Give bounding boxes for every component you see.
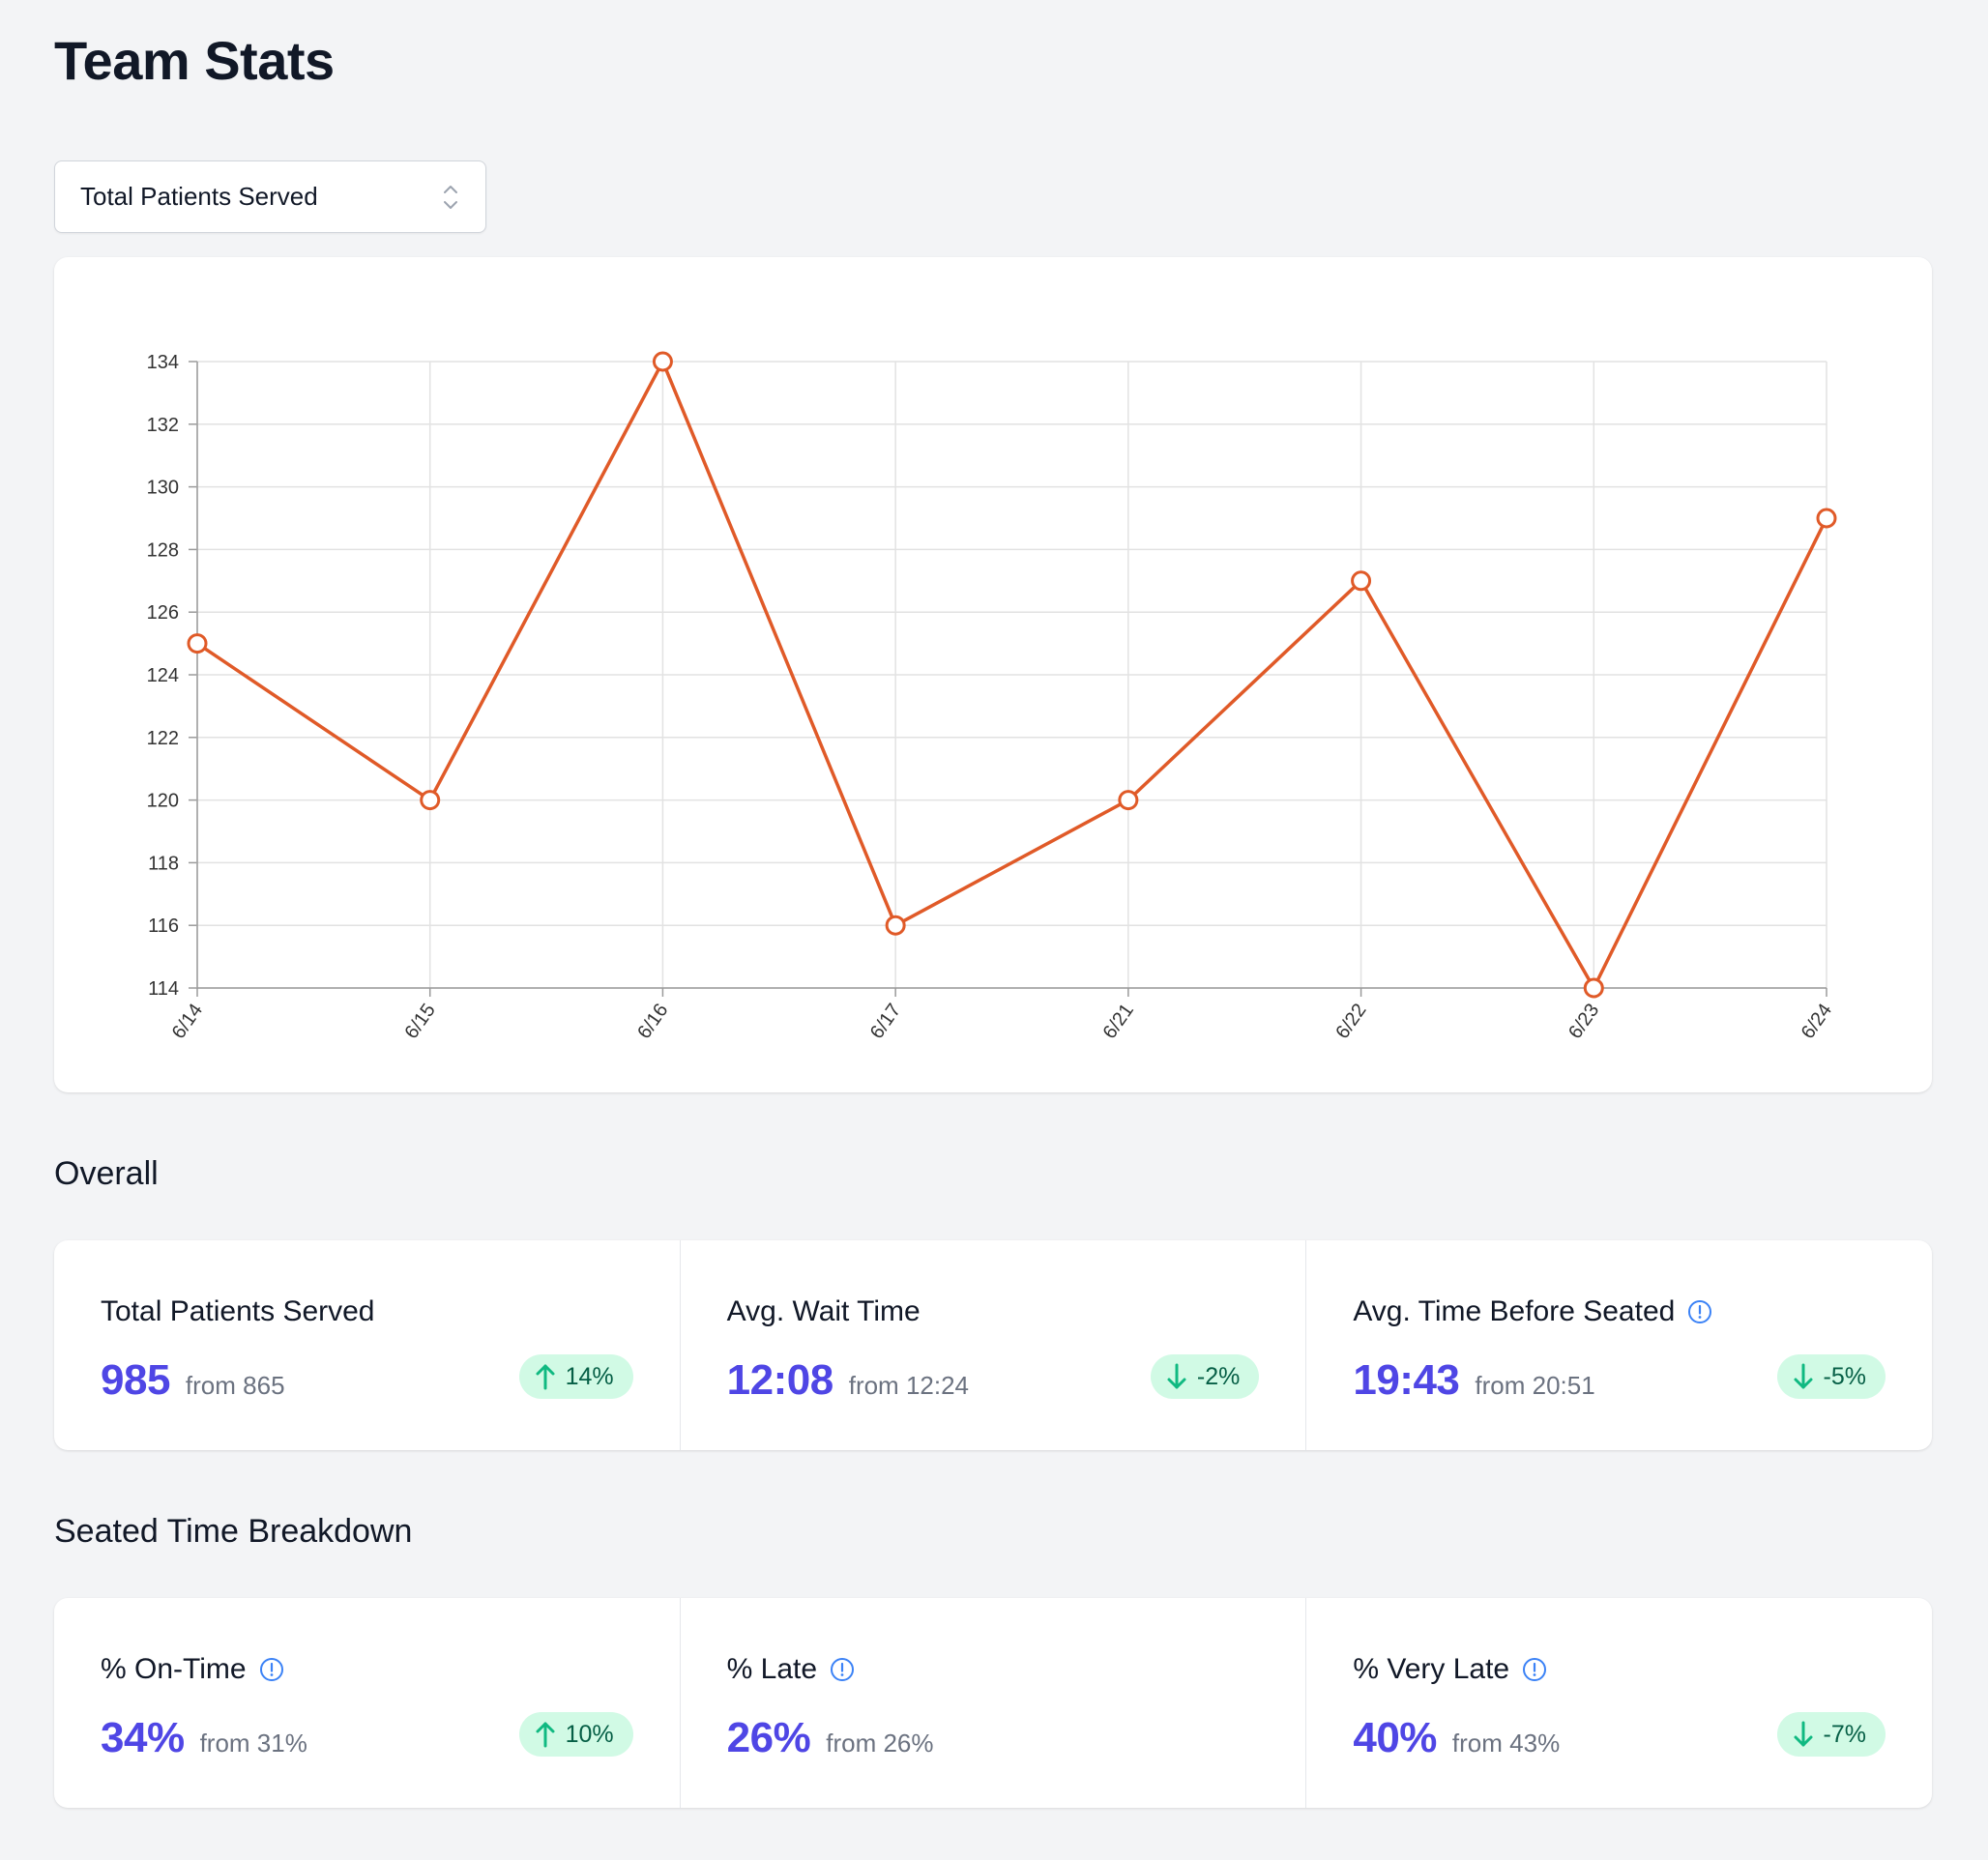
chevron-up-down-icon	[444, 185, 457, 209]
stat-label-row: Total Patients Served	[101, 1293, 633, 1331]
arrow-up-icon	[536, 1722, 555, 1748]
y-tick-label: 126	[147, 602, 179, 624]
y-tick-label: 118	[148, 853, 179, 874]
x-tick-label: 6/14	[168, 1000, 207, 1043]
change-badge: -2%	[1150, 1354, 1260, 1399]
y-tick-label: 114	[148, 978, 179, 1000]
x-tick-label: 6/22	[1331, 1000, 1370, 1043]
info-icon[interactable]	[1686, 1298, 1713, 1325]
x-tick-label: 6/24	[1798, 1000, 1836, 1043]
stat-label: % Very Late	[1353, 1653, 1510, 1685]
stat-previous-value: from 26%	[826, 1729, 934, 1758]
stat-total-patients-served: Total Patients Served 985 from 865 14%	[54, 1240, 680, 1450]
info-icon[interactable]	[1521, 1656, 1548, 1683]
arrow-down-icon	[1794, 1363, 1813, 1389]
x-tick-label: 6/17	[866, 1000, 905, 1043]
x-tick-label: 6/16	[633, 1000, 672, 1043]
info-icon[interactable]	[258, 1656, 285, 1683]
stat-avg-time-before-seated: Avg. Time Before Seated 19:43 from 20:51 -5…	[1305, 1240, 1932, 1450]
section-title-seated: Seated Time Breakdown	[54, 1513, 413, 1550]
y-tick-label: 130	[147, 478, 179, 499]
stat-value-row: 34% from 31%	[101, 1714, 633, 1762]
arrow-down-icon	[1794, 1721, 1813, 1747]
stat-avg-wait-time: Avg. Wait Time 12:08 from 12:24 -2%	[679, 1240, 1306, 1450]
stat-label-row: % Very Late	[1353, 1650, 1886, 1689]
data-point	[187, 633, 208, 654]
y-tick-label: 124	[147, 665, 179, 686]
change-badge: 14%	[518, 1354, 633, 1399]
stat-previous-value: from 20:51	[1475, 1371, 1595, 1400]
stat-previous-value: from 12:24	[848, 1371, 970, 1400]
section-title-overall: Overall	[54, 1155, 159, 1192]
y-tick-label: 134	[147, 352, 179, 373]
chart-card: 134 132 130 128 126 124 122 120 118 116 114 6/14 6/1…	[54, 257, 1932, 1092]
metric-select-value: Total Patients Served	[80, 182, 318, 211]
arrow-up-icon	[536, 1364, 555, 1390]
x-tick-label: 6/23	[1564, 1000, 1603, 1043]
data-point	[420, 790, 441, 811]
stat-label-row: % On-Time	[101, 1650, 633, 1689]
y-tick-label: 122	[147, 728, 179, 749]
y-tick-label: 132	[147, 415, 179, 436]
stat-label: Total Patients Served	[101, 1295, 375, 1327]
y-tick-label: 120	[147, 791, 179, 812]
info-icon[interactable]	[829, 1656, 856, 1683]
stats-card-overall: Total Patients Served 985 from 865 14% Avg. …	[54, 1240, 1932, 1450]
x-tick-label: 6/21	[1099, 1000, 1138, 1043]
data-point	[652, 351, 673, 372]
stat-value: 985	[101, 1356, 170, 1404]
stat-value: 40%	[1353, 1714, 1437, 1761]
stat-value: 12:08	[726, 1356, 834, 1404]
stat-very-late: % Very Late 40% from 43% -7%	[1305, 1598, 1932, 1808]
stat-label: Avg. Wait Time	[726, 1295, 921, 1327]
stat-previous-value: from 43%	[1451, 1729, 1561, 1758]
page-title: Team Stats	[54, 30, 335, 91]
change-badge-text: -5%	[1823, 1362, 1867, 1390]
stat-value-row: 19:43 from 20:51	[1353, 1356, 1886, 1405]
data-point	[1118, 790, 1139, 811]
stat-previous-value: from 31%	[199, 1729, 307, 1758]
change-badge-text: -7%	[1823, 1720, 1867, 1748]
data-point	[1583, 977, 1604, 999]
data-point	[1351, 570, 1372, 592]
change-badge: 10%	[518, 1712, 633, 1757]
stats-card-seated: % On-Time 34% from 31% 10% % Late 26% from 26%…	[54, 1598, 1932, 1808]
change-badge-text: -2%	[1196, 1362, 1241, 1390]
x-tick-label: 6/15	[400, 1000, 439, 1043]
stat-label-row: Avg. Wait Time	[727, 1293, 1260, 1331]
series-line	[196, 360, 1828, 990]
data-point	[1816, 508, 1837, 529]
change-badge-text: 14%	[565, 1362, 614, 1390]
stat-value: 26%	[726, 1714, 811, 1761]
stat-value-row: 26% from 26%	[727, 1714, 1260, 1762]
stat-value-row: 12:08 from 12:24	[727, 1356, 1260, 1405]
change-badge: -5%	[1776, 1354, 1886, 1399]
change-badge: -7%	[1776, 1712, 1886, 1757]
stat-label: % Late	[726, 1653, 818, 1685]
stat-label: Avg. Time Before Seated	[1353, 1295, 1676, 1327]
stat-value: 19:43	[1353, 1356, 1460, 1404]
y-tick-label: 128	[147, 539, 179, 561]
data-point	[885, 915, 906, 936]
stat-previous-value: from 865	[185, 1371, 285, 1400]
stat-label-row: % Late	[727, 1650, 1260, 1689]
stat-label: % On-Time	[101, 1653, 247, 1685]
change-badge-text: 10%	[565, 1720, 614, 1748]
stat-value: 34%	[101, 1714, 185, 1761]
stat-value-row: 985 from 865	[101, 1356, 633, 1405]
stat-label-row: Avg. Time Before Seated	[1353, 1293, 1886, 1331]
stat-on-time: % On-Time 34% from 31% 10%	[54, 1598, 680, 1808]
metric-select[interactable]: Total Patients Served	[54, 160, 486, 233]
arrow-down-icon	[1167, 1363, 1186, 1389]
y-tick-label: 116	[148, 915, 179, 937]
stat-value-row: 40% from 43%	[1353, 1714, 1886, 1762]
stat-late: % Late 26% from 26%	[679, 1598, 1306, 1808]
